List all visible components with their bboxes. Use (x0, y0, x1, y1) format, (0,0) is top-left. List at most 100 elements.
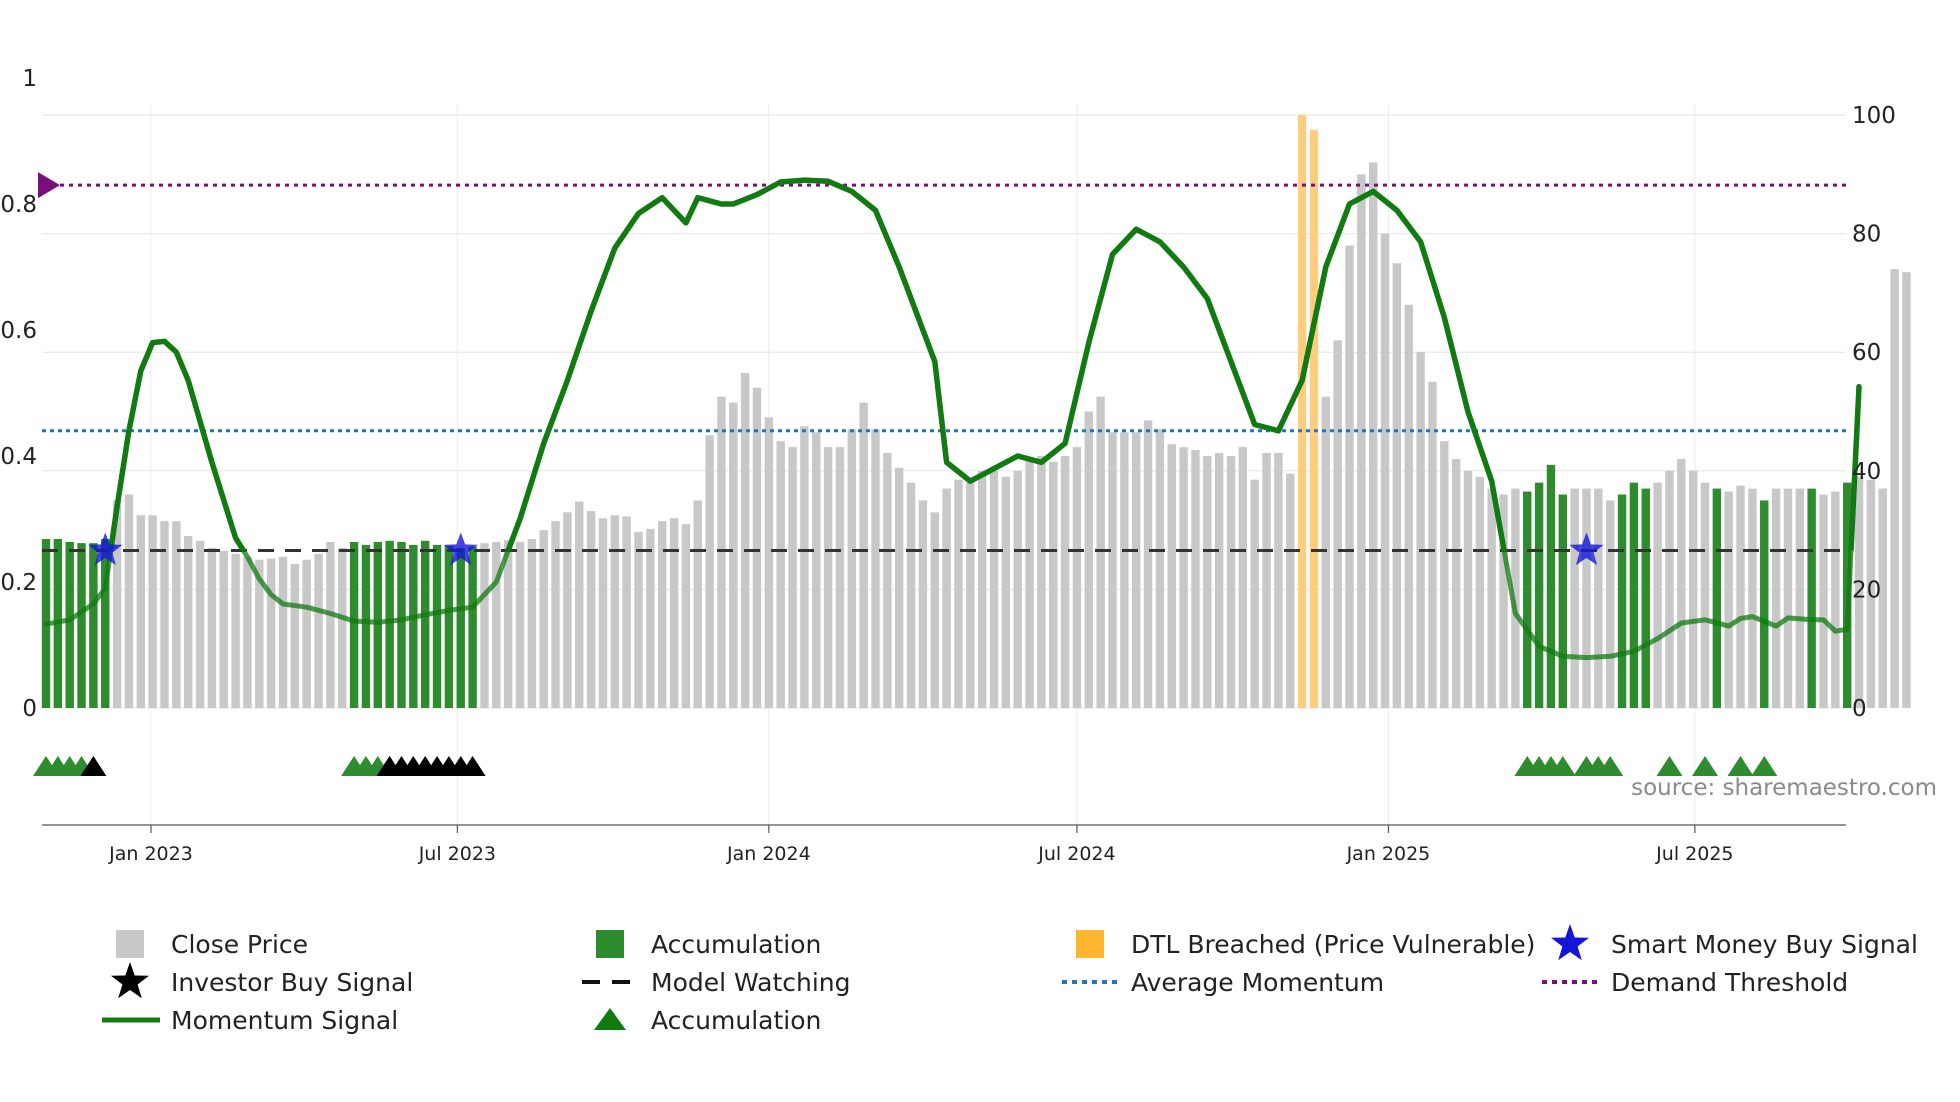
legend-average-momentum: Average Momentum (1062, 968, 1384, 997)
close-price-bar (788, 447, 797, 708)
close-price-bar (1606, 500, 1615, 708)
right-tick-label: 100 (1852, 103, 1896, 129)
close-price-bar (634, 531, 643, 708)
left-tick-label: 1 (22, 66, 37, 92)
accumulation-triangle (1549, 756, 1576, 776)
close-price-bar (1214, 453, 1224, 708)
close-price-bar (1890, 269, 1899, 708)
right-tick-label: 20 (1852, 577, 1881, 603)
close-price-bar (338, 547, 347, 708)
close-price-bar (1155, 429, 1165, 708)
close-price-bar (740, 372, 750, 708)
close-price-bar (1321, 396, 1330, 708)
close-price-bar (1262, 453, 1271, 708)
accumulation-bar (101, 538, 110, 708)
accumulation-bar (349, 541, 359, 708)
close-price-bar (1060, 455, 1070, 708)
close-price-bar (563, 512, 572, 708)
close-price-bar (610, 515, 619, 708)
legend-smart-money-buy-signal: Smart Money Buy Signal (1551, 924, 1918, 961)
close-price-bar (1570, 488, 1579, 708)
close-price-bar (1653, 482, 1662, 708)
left-tick-label: 0.6 (0, 318, 37, 344)
x-tick-label: Jan 2023 (108, 843, 193, 865)
close-price-bar (764, 417, 774, 708)
close-price-bar (1440, 441, 1449, 708)
legend-label: Model Watching (651, 968, 851, 997)
close-price-bar (172, 521, 181, 708)
close-price-bar (752, 387, 762, 708)
close-price-bar (598, 518, 608, 708)
close-price-bar (326, 541, 335, 708)
x-tick-label: Jul 2024 (1037, 843, 1115, 865)
accumulation-bar (1558, 494, 1567, 708)
close-price-bar (1132, 432, 1141, 708)
accumulation-bar (444, 546, 454, 708)
close-price-bar (492, 541, 501, 708)
close-price-bar (148, 515, 157, 708)
close-price-bar (243, 556, 252, 708)
close-price-bar (895, 467, 904, 708)
legend-accumulation: Accumulation (596, 930, 821, 959)
watermark: source: sharemaestro.com (1631, 775, 1937, 801)
accumulation-bar (77, 543, 86, 708)
axes: Jan 2023 Jul 2023 Jan 2024 Jul 2024 Jan 2025… (0, 66, 1895, 865)
legend-star (1551, 924, 1589, 961)
close-price-bar (278, 556, 288, 708)
legend-label: Close Price (171, 930, 308, 959)
close-price-bar (1428, 381, 1437, 708)
close-price-bar (1866, 479, 1876, 708)
close-price-bar (207, 547, 217, 708)
legend-triangle (594, 1008, 626, 1030)
close-price-bar (1049, 461, 1058, 708)
momentum-signal-line (43, 177, 1862, 661)
close-price-bar (1795, 488, 1804, 708)
close-price-bar (195, 540, 205, 708)
x-tick-label: Jan 2024 (726, 843, 811, 865)
close-price-bar (1369, 162, 1378, 708)
legend-label: Investor Buy Signal (171, 968, 413, 997)
accumulation-bar (421, 540, 430, 708)
close-price-bar (1392, 263, 1402, 708)
accumulation-triangle (1597, 756, 1624, 776)
close-price-bar (1902, 272, 1911, 708)
legend-label: Accumulation (651, 1006, 821, 1035)
close-price-bar (1771, 488, 1781, 708)
smart-money-buy-star (443, 532, 478, 566)
accumulation-bar (1534, 482, 1544, 708)
close-price-bar (622, 516, 631, 708)
close-price-bar (669, 518, 679, 708)
close-price-bar (1096, 396, 1105, 708)
close-price-bar (1854, 476, 1864, 708)
accumulation-bar (1807, 488, 1816, 708)
close-price-bar (871, 429, 880, 708)
close-price-bar (883, 453, 892, 708)
momentum-line (107, 177, 1862, 551)
legend-label: Smart Money Buy Signal (1611, 930, 1918, 959)
close-price-bar (977, 470, 987, 708)
close-price-bar (266, 558, 276, 708)
left-tick-label: 0.8 (0, 192, 37, 218)
right-tick-label: 80 (1852, 222, 1881, 248)
close-price-bar (1404, 304, 1413, 708)
legend-swatch (1076, 930, 1104, 958)
close-price-bar (717, 396, 726, 708)
close-price-bar (1345, 245, 1354, 708)
close-price-bar (1333, 340, 1342, 708)
dtl-breached-bar (1297, 115, 1307, 708)
reference-lines (38, 172, 1846, 552)
close-price-bar (184, 536, 193, 708)
close-price-bar (124, 494, 134, 708)
close-price-bar (1511, 488, 1520, 708)
close-price-bar (1238, 447, 1248, 708)
close-price-bar (835, 447, 845, 708)
legend-label: Accumulation (651, 930, 821, 959)
close-price-bar (954, 479, 963, 708)
dtl-breached-bar (1309, 129, 1319, 708)
close-price-bar (1072, 447, 1082, 708)
close-price-bar (1191, 450, 1200, 708)
close-price-bar (966, 482, 975, 708)
close-price-bar (847, 429, 856, 708)
close-price-bar (586, 511, 596, 708)
